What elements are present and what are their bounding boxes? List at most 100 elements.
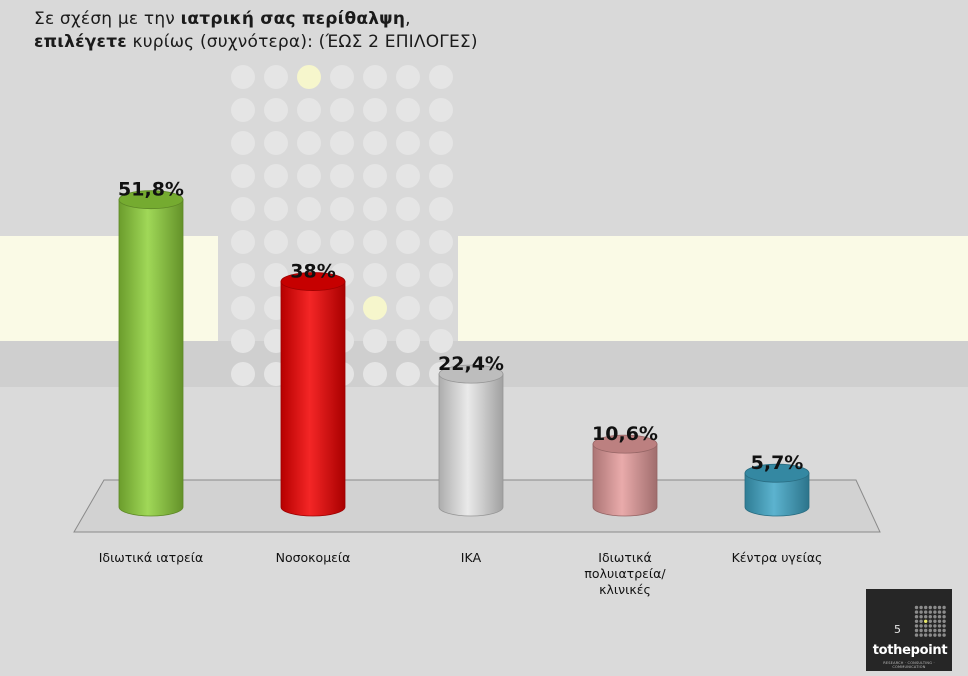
- background-dot: [297, 131, 321, 155]
- category-label: Ιδιωτικά ιατρεία: [98, 550, 204, 565]
- bar-body: [438, 373, 504, 517]
- background-dot: [363, 230, 387, 254]
- logo-dot: [914, 633, 919, 637]
- background-dot: [363, 263, 387, 287]
- background-dot: [231, 131, 255, 155]
- logo-dot: [937, 619, 942, 623]
- background-dot: [429, 263, 453, 287]
- logo-dot: [942, 628, 946, 633]
- background-dot: [396, 98, 420, 122]
- data-label: 51,8%: [118, 179, 184, 201]
- logo-dot: [928, 619, 932, 623]
- background-dot: [363, 362, 387, 386]
- logo-dot: [942, 610, 946, 614]
- logo-dot: [914, 615, 919, 619]
- logo-dot: [937, 610, 942, 614]
- logo-dot: [924, 624, 928, 628]
- brand-name: tothepoint: [872, 643, 948, 658]
- logo-dot: [937, 628, 942, 633]
- logo-dot: [937, 624, 942, 628]
- logo-dot: [942, 633, 946, 637]
- logo-dot: [928, 624, 932, 628]
- background-dot: [231, 329, 255, 353]
- logo-dot: [928, 633, 932, 637]
- logo-dot: [937, 615, 942, 619]
- background-dot: [330, 98, 354, 122]
- background-dot: [264, 131, 288, 155]
- logo-dot: [933, 615, 937, 619]
- logo-dot: [942, 624, 946, 628]
- background-dot: [264, 197, 288, 221]
- background-dot: [396, 296, 420, 320]
- brand-logo: 5 tothepoint RESEARCH · CONSULTING · COM…: [866, 589, 952, 671]
- category-label: Ιδιωτικά πολυιατρεία/κλινικές: [584, 550, 666, 597]
- chart-title: Σε σχέση με την ιατρική σας περίθαλψη, ε…: [34, 9, 478, 52]
- logo-dot: [937, 633, 942, 637]
- background-dot: [363, 329, 387, 353]
- data-label: 5,7%: [751, 452, 804, 474]
- logo-dot: [919, 610, 923, 614]
- logo-dot: [919, 624, 923, 628]
- logo-dot: [933, 628, 937, 633]
- background-dot: [264, 65, 288, 89]
- logo-dot: [919, 633, 923, 637]
- background-dot: [231, 263, 255, 287]
- bar-top: [118, 190, 184, 210]
- background-dot: [231, 164, 255, 188]
- background-dot: [429, 197, 453, 221]
- logo-dot: [919, 615, 923, 619]
- bar-body: [280, 281, 346, 517]
- logo-dot: [924, 615, 928, 619]
- logo-dot: [924, 605, 928, 610]
- bar: [280, 272, 346, 517]
- logo-dot: [933, 633, 937, 637]
- background-dot: [297, 98, 321, 122]
- logo-dot: [924, 633, 928, 637]
- background-dot: [231, 65, 255, 89]
- background-dot: [429, 65, 453, 89]
- logo-dot: [928, 628, 932, 633]
- background-dot: [297, 230, 321, 254]
- slide-number: 5: [894, 623, 901, 636]
- logo-dot: [942, 605, 946, 610]
- background-dot: [330, 131, 354, 155]
- logo-dot-grid-icon: [914, 605, 946, 637]
- bar: [438, 364, 504, 517]
- background-dot: [297, 197, 321, 221]
- background-dot: [231, 362, 255, 386]
- background-dot: [264, 164, 288, 188]
- background-dot: [429, 98, 453, 122]
- bar-top: [438, 364, 504, 384]
- logo-dot: [914, 610, 919, 614]
- brand-tagline: RESEARCH · CONSULTING · COMMUNICATION: [883, 661, 935, 669]
- logo-dot: [919, 619, 923, 623]
- background-dot: [330, 197, 354, 221]
- background-dot: [429, 329, 453, 353]
- background-dot: [297, 164, 321, 188]
- background-dot: [264, 230, 288, 254]
- background-dot: [396, 263, 420, 287]
- background-dot: [396, 131, 420, 155]
- background-dot: [396, 65, 420, 89]
- background-dot: [363, 98, 387, 122]
- logo-dot: [924, 619, 928, 623]
- bar: [118, 190, 184, 517]
- background-dot: [330, 230, 354, 254]
- logo-dot: [942, 619, 946, 623]
- logo-dot: [942, 615, 946, 619]
- logo-dot: [914, 628, 919, 633]
- logo-dot: [914, 605, 919, 610]
- bar-body: [118, 199, 184, 517]
- background-dot: [396, 164, 420, 188]
- background-dot: [396, 362, 420, 386]
- logo-dot: [937, 605, 942, 610]
- background-dot: [396, 230, 420, 254]
- background-dot: [231, 98, 255, 122]
- logo-dot: [924, 628, 928, 633]
- background-dot: [429, 296, 453, 320]
- background-dot: [363, 296, 387, 320]
- background-dot: [363, 65, 387, 89]
- logo-dot: [928, 605, 932, 610]
- logo-dot: [933, 605, 937, 610]
